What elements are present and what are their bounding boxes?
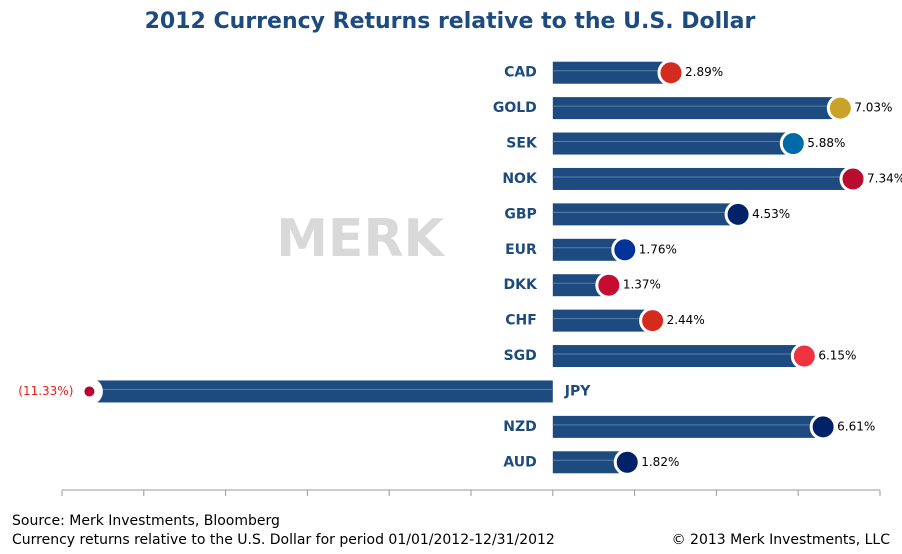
- value-label: 1.37%: [623, 278, 661, 292]
- flag-marker: [724, 200, 752, 228]
- flag-marker: [611, 236, 639, 264]
- flag-marker: [779, 130, 807, 158]
- value-label: 1.76%: [639, 242, 677, 256]
- bar: [552, 61, 672, 84]
- value-label: (11.33%): [18, 384, 73, 398]
- category-label: NOK: [502, 171, 538, 187]
- category-label: JPY: [564, 383, 591, 399]
- chart-title: 2012 Currency Returns relative to the U.…: [145, 9, 756, 34]
- source: Source: Merk Investments, Bloomberg: [12, 513, 280, 529]
- watermark: MERK: [276, 209, 445, 269]
- category-label: CAD: [504, 65, 537, 81]
- value-label: 7.34%: [867, 171, 902, 185]
- category-label: NZD: [503, 419, 537, 435]
- flag-marker: [790, 342, 818, 370]
- category-label: CHF: [505, 313, 537, 329]
- value-label: 2.44%: [667, 313, 705, 327]
- category-label: GOLD: [493, 100, 537, 116]
- value-label: 6.15%: [818, 349, 856, 363]
- bar: [552, 238, 625, 261]
- category-label: AUD: [503, 454, 536, 470]
- category-label: EUR: [505, 242, 537, 258]
- value-label: 4.53%: [752, 207, 790, 221]
- bar: [552, 167, 854, 190]
- flag-marker: [657, 59, 685, 87]
- bar: [552, 132, 794, 155]
- value-label: 7.03%: [854, 101, 892, 115]
- flag-dot: [84, 386, 95, 397]
- copyright: © 2013 Merk Investments, LLC: [672, 532, 891, 548]
- value-label: 1.82%: [641, 455, 679, 469]
- flag-marker: [826, 94, 854, 122]
- value-label: 5.88%: [807, 136, 845, 150]
- bar: [552, 415, 824, 438]
- value-label: 6.61%: [837, 419, 875, 433]
- flag-marker: [839, 165, 867, 193]
- bar: [552, 97, 841, 120]
- flag-marker: [595, 271, 623, 299]
- value-label: 2.89%: [685, 65, 723, 79]
- note: Currency returns relative to the U.S. Do…: [12, 532, 555, 548]
- bar: [89, 380, 553, 403]
- bar: [552, 451, 628, 474]
- bar: [552, 309, 653, 332]
- category-label: DKK: [503, 277, 537, 293]
- category-label: GBP: [504, 206, 536, 222]
- bar: [552, 345, 805, 368]
- category-label: SGD: [504, 348, 537, 364]
- flag-marker: [639, 307, 667, 335]
- bar: [552, 274, 609, 297]
- category-label: SEK: [506, 136, 538, 152]
- flag-marker: [809, 413, 837, 441]
- bar: [552, 203, 739, 226]
- flag-marker: [613, 448, 641, 476]
